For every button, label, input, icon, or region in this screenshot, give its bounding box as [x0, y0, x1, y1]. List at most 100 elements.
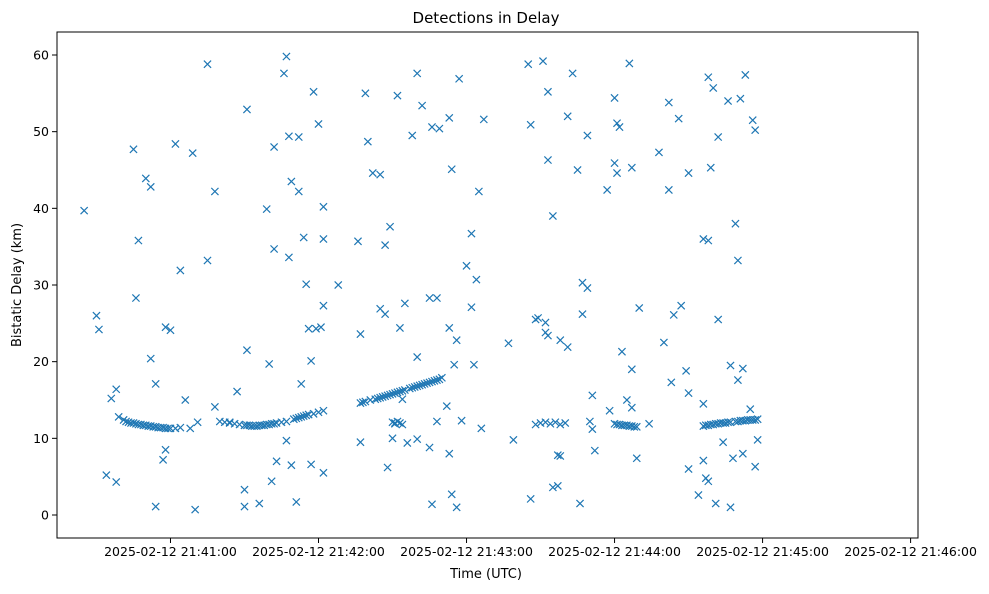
- data-point: [684, 464, 693, 474]
- data-point: [415, 381, 424, 390]
- data-point: [186, 424, 195, 433]
- data-point: [575, 499, 585, 508]
- data-point: [353, 237, 363, 246]
- data-point: [107, 394, 116, 403]
- data-point: [704, 236, 713, 245]
- data-point: [630, 422, 639, 431]
- data-point: [151, 379, 160, 388]
- data-point: [526, 494, 535, 503]
- data-point: [381, 310, 390, 319]
- data-points: [80, 52, 762, 514]
- data-point: [553, 481, 562, 490]
- y-tick-label: 10: [33, 431, 49, 446]
- data-point: [541, 318, 550, 327]
- data-point: [605, 406, 614, 415]
- data-point: [292, 497, 301, 506]
- data-point: [233, 387, 242, 396]
- data-point: [751, 415, 760, 424]
- data-point: [654, 148, 663, 157]
- data-point: [188, 149, 197, 158]
- data-point: [479, 115, 488, 124]
- data-point: [588, 391, 597, 400]
- data-point: [610, 93, 619, 102]
- data-point: [319, 301, 328, 310]
- data-point: [141, 174, 150, 183]
- data-point: [395, 323, 404, 332]
- x-tick-label: 2025-02-12 21:44:00: [548, 544, 681, 559]
- data-point: [432, 417, 441, 426]
- data-point: [161, 323, 170, 332]
- data-point: [724, 96, 733, 106]
- data-point: [408, 131, 417, 140]
- data-point: [561, 418, 570, 428]
- data-point: [556, 451, 565, 460]
- data-point: [612, 169, 622, 178]
- data-point: [292, 414, 301, 423]
- data-point: [371, 395, 380, 404]
- data-point: [447, 490, 456, 499]
- data-point: [203, 60, 212, 69]
- data-point: [418, 101, 427, 110]
- data-point: [112, 478, 121, 487]
- data-point: [452, 503, 461, 512]
- data-point: [435, 124, 444, 133]
- data-point: [94, 325, 103, 334]
- data-point: [289, 415, 298, 424]
- data-point: [474, 187, 483, 196]
- data-point: [526, 120, 535, 129]
- data-point: [674, 114, 683, 123]
- data-point: [610, 159, 619, 168]
- data-point: [706, 163, 715, 172]
- y-tick-label: 50: [33, 124, 49, 139]
- data-point: [403, 438, 412, 447]
- data-point: [102, 471, 111, 480]
- data-point: [543, 87, 552, 96]
- data-point: [282, 436, 291, 445]
- data-point: [279, 69, 288, 78]
- data-point: [210, 187, 219, 196]
- data-point: [669, 310, 678, 319]
- x-tick-label: 2025-02-12 21:45:00: [696, 544, 829, 559]
- data-point: [748, 116, 757, 125]
- data-point: [563, 343, 572, 352]
- data-point: [551, 418, 560, 427]
- data-point: [393, 91, 402, 100]
- data-point: [617, 347, 626, 356]
- data-point: [410, 382, 419, 391]
- data-point: [509, 435, 518, 444]
- data-point: [151, 502, 160, 511]
- data-point: [270, 419, 279, 428]
- data-point: [294, 187, 303, 196]
- data-point: [400, 386, 409, 395]
- data-point: [603, 185, 612, 194]
- data-point: [632, 422, 641, 431]
- data-point: [319, 468, 328, 477]
- data-point: [319, 406, 328, 415]
- data-point: [677, 301, 686, 310]
- data-point: [356, 330, 365, 339]
- data-point: [304, 324, 313, 333]
- data-point: [92, 311, 101, 320]
- data-point: [736, 94, 745, 103]
- data-point: [356, 438, 365, 447]
- data-point: [684, 389, 693, 398]
- data-point: [612, 119, 622, 128]
- data-point: [294, 413, 303, 422]
- data-point: [114, 412, 123, 421]
- data-point: [738, 449, 747, 458]
- data-point: [622, 395, 631, 405]
- data-point: [388, 434, 397, 443]
- x-tick-label: 2025-02-12 21:46:00: [844, 544, 977, 559]
- data-point: [467, 303, 476, 312]
- data-point: [455, 74, 464, 83]
- data-point: [469, 360, 478, 369]
- x-tick-label: 2025-02-12 21:43:00: [400, 544, 533, 559]
- data-point: [733, 376, 742, 385]
- data-point: [405, 384, 414, 393]
- data-point: [442, 402, 451, 411]
- data-point: [146, 354, 155, 363]
- data-point: [176, 423, 185, 432]
- data-point: [714, 315, 723, 324]
- data-point: [645, 419, 654, 428]
